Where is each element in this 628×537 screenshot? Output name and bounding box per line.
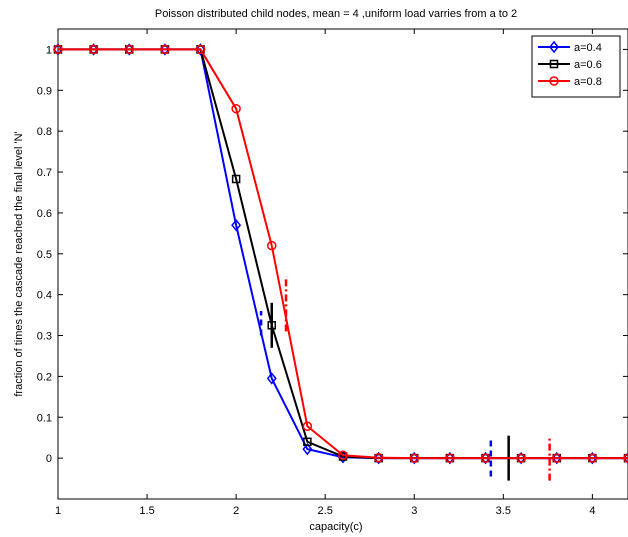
- x-tick-label: 1: [55, 505, 61, 517]
- data-point: [195, 44, 206, 55]
- y-tick-label: 0.4: [37, 290, 52, 302]
- legend-label: a=0.8: [574, 76, 602, 88]
- y-axis-label: fraction of times the cascade reached th…: [13, 131, 25, 396]
- data-point: [124, 43, 135, 56]
- data-point: [480, 453, 491, 463]
- data-point: [551, 451, 562, 465]
- data-point: [552, 453, 562, 463]
- y-tick-label: 0.6: [37, 208, 52, 220]
- data-point: [587, 451, 598, 465]
- legend-label: a=0.4: [574, 42, 602, 54]
- data-point: [516, 453, 526, 463]
- data-point: [302, 421, 313, 432]
- data-point: [587, 453, 598, 463]
- data-point: [373, 451, 384, 465]
- y-tick-label: 1: [46, 44, 52, 56]
- y-tick-label: 0.5: [37, 249, 52, 261]
- data-point: [53, 43, 63, 56]
- legend-label: a=0.6: [574, 59, 602, 71]
- data-point: [549, 76, 559, 86]
- legend: a=0.4 a=0.6 a=0.8: [531, 35, 621, 98]
- data-point: [373, 452, 384, 463]
- data-point: [516, 451, 527, 465]
- data-point: [480, 451, 491, 465]
- data-point: [231, 174, 241, 184]
- data-point: [88, 44, 99, 55]
- y-tick-label: 0.2: [37, 371, 52, 383]
- data-point: [267, 321, 276, 330]
- y-tick-label: 0.7: [37, 167, 52, 179]
- data-point: [303, 437, 312, 447]
- x-axis-label: capacity(c): [309, 521, 362, 533]
- plot-area: [57, 28, 628, 500]
- data-point: [623, 453, 628, 463]
- x-tick-label: 3.5: [496, 505, 511, 517]
- data-point: [88, 43, 99, 56]
- data-point: [266, 372, 277, 385]
- data-point: [195, 43, 206, 56]
- x-tick-label: 4: [589, 505, 595, 517]
- ticks: 1 1.5 2 2.5 3 3.5 4 0 0.1 0.2 0.3 0.4 0.5 0.6 0.7 0.8 0.…: [37, 29, 628, 517]
- data-point: [549, 40, 559, 54]
- x-tick-label: 1.5: [139, 505, 154, 517]
- x-tick-label: 2: [233, 505, 239, 517]
- data-point: [267, 240, 277, 251]
- data-point: [409, 453, 419, 463]
- series-line: [58, 48, 628, 460]
- data-point: [159, 43, 170, 56]
- data-point: [445, 453, 455, 463]
- data-point: [623, 451, 628, 465]
- y-tick-label: 0.8: [37, 126, 52, 138]
- x-tick-label: 3: [411, 505, 417, 517]
- data-point: [231, 218, 242, 232]
- data-point: [302, 442, 313, 456]
- data-point: [338, 450, 348, 461]
- data-point: [409, 451, 420, 465]
- series-a=0.8: [53, 44, 628, 463]
- data-point: [231, 103, 241, 114]
- y-tick-label: 0.9: [37, 85, 52, 97]
- data-point: [53, 44, 63, 55]
- data-point: [549, 59, 559, 69]
- y-tick-label: 0: [46, 453, 52, 465]
- x-tick-label: 2.5: [318, 505, 333, 517]
- data-point: [124, 44, 134, 55]
- chart-title: Poisson distributed child nodes, mean = …: [155, 8, 517, 20]
- data-point: [444, 451, 455, 465]
- data-point: [160, 44, 170, 55]
- series-lines: [53, 43, 628, 465]
- y-tick-label: 0.3: [37, 331, 52, 343]
- y-tick-label: 0.1: [37, 412, 52, 424]
